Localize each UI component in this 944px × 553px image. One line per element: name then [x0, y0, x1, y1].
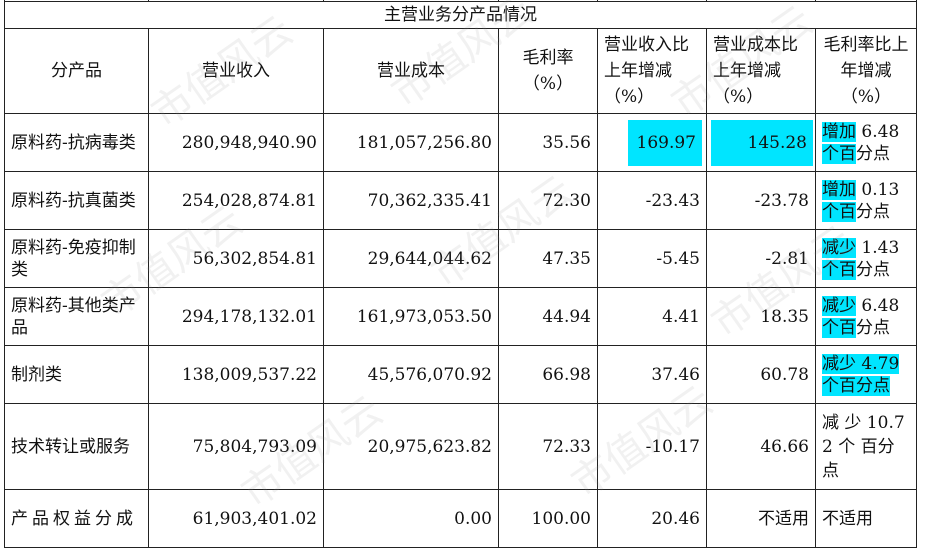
header-cost-change: 营业成本比上年增减（%）: [706, 28, 816, 114]
cost-change-cell: 145.28: [706, 113, 816, 172]
product-name: 制剂类: [4, 345, 149, 404]
margin-change-unit: 分点: [856, 259, 890, 280]
section-title-row: 主营业务分产品情况: [4, 1, 917, 29]
table-row: 技术转让或服务 75,804,793.09 20,975,623.82 72.3…: [4, 403, 917, 490]
margin-change-direction: 增加: [822, 179, 856, 200]
cost-change-cell: -23.78: [706, 171, 816, 230]
margin-change-cell: 减 少 10.72 个 百分点: [815, 403, 917, 490]
margin-change-cell: 增加 0.13 个百分点: [815, 171, 917, 230]
cost-change-cell: 不适用: [706, 489, 816, 548]
rev-change-cell: 169.97: [597, 113, 707, 172]
cost-change-cell: -2.81: [706, 229, 816, 288]
table-row: 原料药-抗病毒类 280,948,940.90 181,057,256.80 3…: [4, 113, 917, 172]
table-row: 原料药-免疫抑制类 56,302,854.81 29,644,044.62 47…: [4, 229, 917, 288]
revenue-cell: 61,903,401.02: [148, 489, 324, 548]
highlight: 169.97: [628, 119, 702, 166]
margin-change-direction: 减少 4.79: [822, 353, 900, 374]
margin-change-direction: 增加: [822, 121, 856, 142]
margin-cell: 72.33: [498, 403, 598, 490]
header-rev-change: 营业收入比上年增减（%）: [597, 28, 707, 114]
section-title: 主营业务分产品情况: [4, 1, 917, 29]
rev-change-cell: -10.17: [597, 403, 707, 490]
product-revenue-table: 主营业务分产品情况 分产品 营业收入 营业成本 毛利率（%） 营业收入比上年增减…: [4, 0, 917, 548]
revenue-cell: 294,178,132.01: [148, 287, 324, 346]
revenue-cell: 56,302,854.81: [148, 229, 324, 288]
product-name: 原料药-抗真菌类: [4, 171, 149, 230]
revenue-cell: 280,948,940.90: [148, 113, 324, 172]
margin-change-value: 0.13: [856, 179, 900, 200]
rev-change-value: 169.97: [636, 132, 696, 153]
margin-change-unit: 分点: [856, 143, 890, 164]
header-cost: 营业成本: [323, 28, 499, 114]
cost-cell: 70,362,335.41: [323, 171, 499, 230]
rev-change-cell: -5.45: [597, 229, 707, 288]
margin-cell: 44.94: [498, 287, 598, 346]
table-row: 制剂类 138,009,537.22 45,576,070.92 66.98 3…: [4, 345, 917, 404]
rev-change-cell: 4.41: [597, 287, 707, 346]
cost-cell: 45,576,070.92: [323, 345, 499, 404]
revenue-cell: 254,028,874.81: [148, 171, 324, 230]
margin-change-value: 1.43: [856, 237, 900, 258]
table-row: 原料药-其他类产品 294,178,132.01 161,973,053.50 …: [4, 287, 917, 346]
highlight: 145.28: [711, 119, 813, 166]
margin-change-unit-hl: 个百分点: [822, 375, 890, 396]
margin-change-cell: 减少 6.48 个百分点: [815, 287, 917, 346]
product-name: 原料药-抗病毒类: [4, 113, 149, 172]
header-row: 分产品 营业收入 营业成本 毛利率（%） 营业收入比上年增减（%） 营业成本比上…: [4, 28, 917, 114]
cost-cell: 0.00: [323, 489, 499, 548]
cost-change-cell: 46.66: [706, 403, 816, 490]
margin-change-unit: 分点: [856, 201, 890, 222]
margin-cell: 100.00: [498, 489, 598, 548]
header-margin: 毛利率（%）: [498, 28, 598, 114]
margin-change-unit-hl: 个百: [822, 259, 856, 280]
rev-change-cell: -23.43: [597, 171, 707, 230]
table-row: 原料药-抗真菌类 254,028,874.81 70,362,335.41 72…: [4, 171, 917, 230]
margin-change-cell: 减少 1.43 个百分点: [815, 229, 917, 288]
cost-cell: 20,975,623.82: [323, 403, 499, 490]
margin-change-value: 6.48: [856, 121, 900, 142]
cost-cell: 181,057,256.80: [323, 113, 499, 172]
margin-cell: 35.56: [498, 113, 598, 172]
margin-cell: 66.98: [498, 345, 598, 404]
cost-change-value: 145.28: [747, 132, 807, 153]
margin-change-unit: 分点: [856, 317, 890, 338]
header-margin-change: 毛利率比上年增减（%）: [815, 28, 917, 114]
rev-change-cell: 20.46: [597, 489, 707, 548]
rev-change-cell: 37.46: [597, 345, 707, 404]
margin-change-direction: 减少: [822, 295, 856, 316]
margin-change-unit-hl: 个百: [822, 201, 856, 222]
margin-cell: 72.30: [498, 171, 598, 230]
margin-change-value: 6.48: [856, 295, 900, 316]
product-name: 原料药-其他类产品: [4, 287, 149, 346]
header-revenue: 营业收入: [148, 28, 324, 114]
table-row: 产品权益分成 61,903,401.02 0.00 100.00 20.46 不…: [4, 489, 917, 548]
margin-change-cell: 减少 4.79 个百分点: [815, 345, 917, 404]
margin-change-unit-hl: 个百: [822, 143, 856, 164]
product-name: 原料药-免疫抑制类: [4, 229, 149, 288]
header-product: 分产品: [4, 28, 149, 114]
product-name: 技术转让或服务: [4, 403, 149, 490]
margin-change-unit-hl: 个百: [822, 317, 856, 338]
cost-change-cell: 60.78: [706, 345, 816, 404]
margin-change-cell: 不适用: [815, 489, 917, 548]
margin-change-direction: 减少: [822, 237, 856, 258]
margin-cell: 47.35: [498, 229, 598, 288]
margin-change-cell: 增加 6.48 个百分点: [815, 113, 917, 172]
cost-change-cell: 18.35: [706, 287, 816, 346]
product-name: 产品权益分成: [4, 489, 149, 548]
revenue-cell: 138,009,537.22: [148, 345, 324, 404]
revenue-cell: 75,804,793.09: [148, 403, 324, 490]
cost-cell: 29,644,044.62: [323, 229, 499, 288]
cost-cell: 161,973,053.50: [323, 287, 499, 346]
